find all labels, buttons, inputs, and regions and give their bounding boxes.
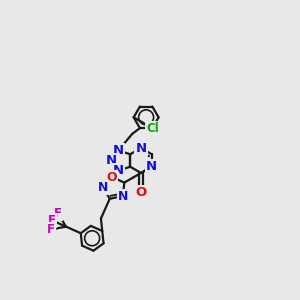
Text: N: N bbox=[106, 154, 117, 167]
Text: N: N bbox=[135, 142, 147, 154]
Text: F: F bbox=[47, 223, 55, 236]
Text: N: N bbox=[146, 160, 158, 173]
Text: N: N bbox=[118, 190, 128, 202]
Text: O: O bbox=[107, 171, 117, 184]
Text: O: O bbox=[135, 186, 147, 199]
Text: N: N bbox=[113, 144, 124, 157]
Text: Cl: Cl bbox=[146, 122, 159, 135]
Text: N: N bbox=[98, 181, 108, 194]
Text: F: F bbox=[48, 214, 56, 227]
Text: N: N bbox=[113, 164, 124, 177]
Text: F: F bbox=[54, 207, 62, 220]
